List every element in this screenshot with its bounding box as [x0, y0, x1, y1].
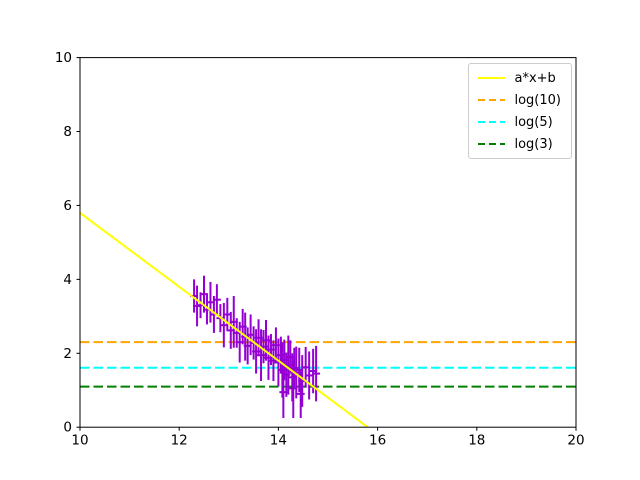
- log5-line-sample-icon: [478, 121, 506, 123]
- x-tick-label: 18: [468, 433, 485, 449]
- y-tick-label: 6: [63, 198, 72, 214]
- fit-line-sample-icon: [478, 77, 506, 79]
- legend-label-log10: log(10): [514, 92, 561, 108]
- errorbar-series: [190, 275, 321, 418]
- x-tick-label: 20: [567, 433, 584, 449]
- legend-item-log10: log(10): [478, 91, 561, 109]
- legend-label-log3: log(3): [514, 136, 553, 152]
- legend-item-log5: log(5): [478, 113, 561, 131]
- log3-line-sample-icon: [478, 143, 506, 145]
- fit-line: [80, 212, 370, 428]
- axes-spines: [79, 57, 577, 428]
- x-tick-label: 10: [71, 433, 88, 449]
- log10-line-sample-icon: [478, 99, 506, 101]
- y-tick-label: 0: [63, 420, 72, 436]
- y-tick-label: 2: [63, 346, 72, 362]
- x-tick-label: 16: [369, 433, 386, 449]
- tick-labels: 10 12 14 16 18 20 0 2 4 6 8 10: [55, 50, 585, 449]
- legend-label-fit-line: a*x+b: [514, 70, 556, 86]
- y-tick-label: 10: [55, 50, 72, 66]
- legend-label-log5: log(5): [514, 114, 553, 130]
- y-tick-label: 4: [63, 272, 72, 288]
- y-tick-label: 8: [63, 124, 72, 140]
- legend: a*x+b log(10) log(5) log(3): [468, 63, 572, 159]
- x-tick-label: 14: [270, 433, 287, 449]
- legend-item-log3: log(3): [478, 135, 561, 153]
- tick-marks: [76, 57, 577, 431]
- plot-series-layer: [80, 212, 576, 428]
- x-tick-label: 12: [171, 433, 188, 449]
- legend-item-fit-line: a*x+b: [478, 69, 561, 87]
